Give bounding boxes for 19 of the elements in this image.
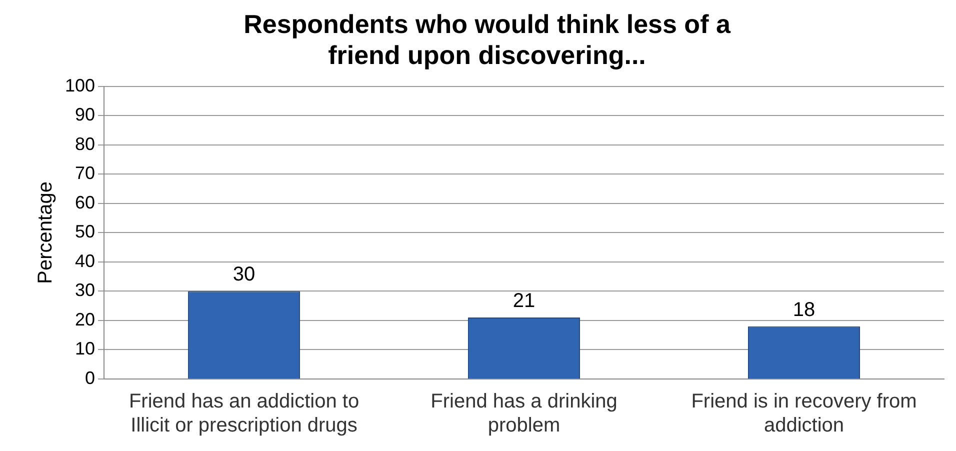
y-axis-title: Percentage	[34, 182, 57, 284]
y-tick-label: 80	[75, 134, 96, 154]
y-tick-label: 90	[75, 104, 96, 125]
x-tick-label: Friend is in recovery from addiction	[691, 390, 917, 437]
x-tick-label: Friend has a drinking problem	[430, 390, 618, 437]
y-tick-label: 0	[85, 368, 96, 388]
y-tick-label: 30	[75, 280, 96, 300]
y-tick-label: 60	[75, 192, 96, 212]
data-label: 18	[792, 298, 816, 321]
y-tick-label: 100	[64, 75, 96, 96]
data-label: 30	[232, 264, 256, 286]
data-label: 21	[512, 290, 536, 312]
y-tick-label: 70	[75, 163, 96, 184]
y-tick-label: 50	[75, 222, 96, 242]
y-tick-label: 10	[75, 338, 96, 359]
chart-title: Respondents who would think less of a friend upon discovering...	[244, 8, 731, 70]
y-tick-label: 20	[75, 309, 96, 330]
y-tick-label: 40	[75, 250, 96, 271]
x-tick-label: Friend has an addiction to Illicit or prescription drugs	[128, 390, 360, 437]
